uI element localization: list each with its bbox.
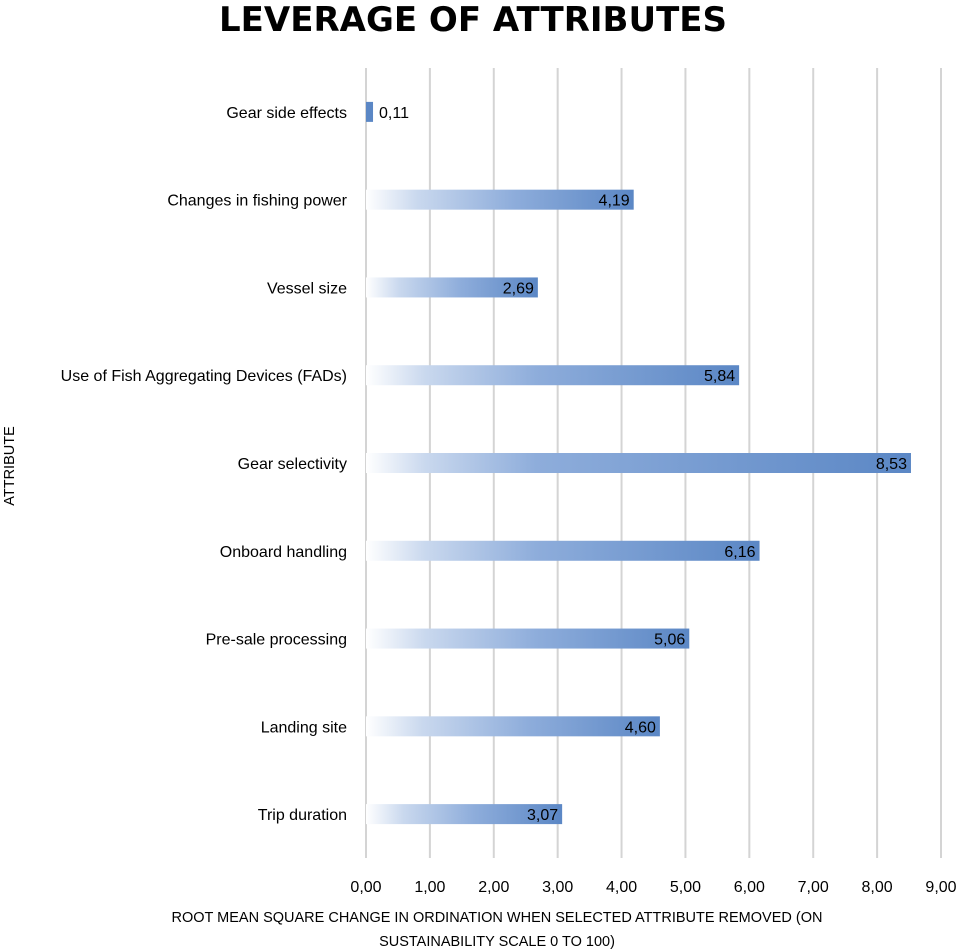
value-label: 5,84 (704, 368, 735, 385)
value-label: 5,06 (654, 632, 685, 649)
x-axis-title-line-2: SUSTAINABILITY SCALE 0 TO 100) (379, 934, 615, 950)
x-tick-label: 7,00 (798, 879, 829, 896)
x-tick-labels: 0,00 1,00 2,00 3,00 4,00 5,00 6,00 7,00 8,00 9,00 (350, 879, 956, 896)
bar (366, 365, 740, 386)
value-label: 3,07 (527, 807, 558, 824)
value-label: 4,19 (599, 193, 630, 210)
bar (366, 804, 563, 825)
category-label: Pre-sale processing (206, 632, 347, 649)
x-tick-label: 0,00 (350, 879, 381, 896)
category-label: Landing site (261, 719, 347, 736)
value-label: 0,11 (379, 105, 409, 122)
bars (366, 101, 911, 825)
category-label: Onboard handling (220, 544, 347, 561)
x-tick-label: 2,00 (478, 879, 509, 896)
bar (366, 101, 374, 122)
bar (366, 453, 911, 473)
y-axis-title: ATTRIBUTE (2, 426, 18, 506)
x-tick-label: 5,00 (670, 879, 701, 896)
category-label: Changes in fishing power (167, 193, 347, 210)
x-tick-label: 6,00 (734, 879, 765, 896)
x-tick-label: 9,00 (925, 879, 956, 896)
x-tick-label: 4,00 (606, 879, 637, 896)
bar (366, 277, 538, 298)
category-label: Use of Fish Aggregating Devices (FADs) (61, 368, 347, 385)
x-tick-label: 8,00 (862, 879, 893, 896)
category-label: Vessel size (267, 280, 347, 297)
category-label: Gear selectivity (238, 456, 347, 473)
bar (366, 540, 760, 561)
chart-title: LEVERAGE OF ATTRIBUTES (219, 0, 727, 40)
category-labels: Gear side effects Changes in fishing powe… (61, 105, 348, 824)
x-tick-label: 1,00 (414, 879, 445, 896)
x-tick-label: 3,00 (542, 879, 573, 896)
value-label: 2,69 (503, 280, 534, 297)
bar (366, 628, 690, 649)
x-axis-title-line-1: ROOT MEAN SQUARE CHANGE IN ORDINATION WH… (172, 910, 823, 926)
value-labels: 0,11 4,19 2,69 5,84 8,53 6,16 5,06 4,60 3,07 (379, 105, 907, 824)
category-label: Gear side effects (226, 105, 347, 122)
value-label: 4,60 (625, 719, 656, 736)
value-label: 8,53 (876, 456, 907, 473)
category-label: Trip duration (258, 807, 347, 824)
bar (366, 189, 634, 210)
bar (366, 716, 660, 737)
value-label: 6,16 (724, 544, 755, 561)
